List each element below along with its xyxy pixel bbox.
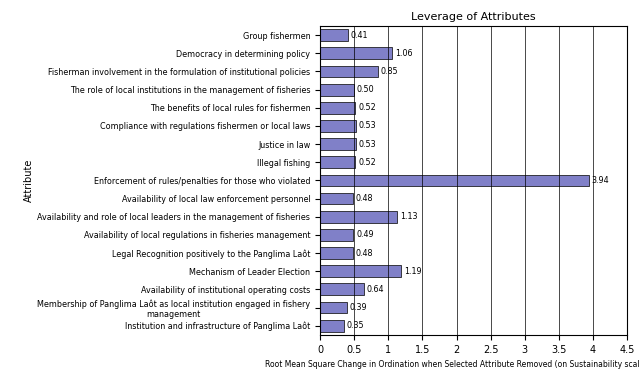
Bar [320, 120, 356, 132]
Text: 0.41: 0.41 [351, 31, 368, 40]
Text: 0.53: 0.53 [359, 121, 376, 131]
Text: 1.19: 1.19 [404, 267, 422, 276]
Text: 0.52: 0.52 [358, 103, 376, 112]
Text: 0.50: 0.50 [357, 85, 374, 94]
Bar [320, 29, 348, 41]
Bar [320, 102, 355, 114]
Title: Leverage of Attributes: Leverage of Attributes [412, 13, 536, 22]
Text: 0.48: 0.48 [355, 248, 373, 257]
Bar [320, 65, 378, 77]
X-axis label: Root Mean Square Change in Ordination when Selected Attribute Removed (on Sustai: Root Mean Square Change in Ordination wh… [266, 360, 640, 369]
Bar [320, 47, 392, 59]
Text: 0.49: 0.49 [356, 230, 374, 240]
Bar [320, 193, 353, 205]
Bar [320, 211, 397, 223]
Text: 0.52: 0.52 [358, 158, 376, 167]
Text: 0.35: 0.35 [347, 321, 364, 330]
Text: 3.94: 3.94 [592, 176, 609, 185]
Bar [320, 84, 354, 96]
Text: 1.13: 1.13 [400, 212, 417, 221]
Text: 0.39: 0.39 [349, 303, 367, 312]
Text: 0.64: 0.64 [367, 285, 384, 294]
Bar [320, 265, 401, 277]
Text: 0.48: 0.48 [355, 194, 373, 203]
Bar [320, 174, 589, 186]
Y-axis label: Attribute: Attribute [24, 159, 35, 202]
Bar [320, 247, 353, 259]
Text: 0.53: 0.53 [359, 140, 376, 148]
Bar [320, 156, 355, 168]
Bar [320, 302, 347, 314]
Text: 1.06: 1.06 [395, 49, 413, 58]
Bar [320, 138, 356, 150]
Bar [320, 320, 344, 331]
Bar [320, 229, 353, 241]
Bar [320, 283, 364, 295]
Text: 0.85: 0.85 [381, 67, 398, 76]
